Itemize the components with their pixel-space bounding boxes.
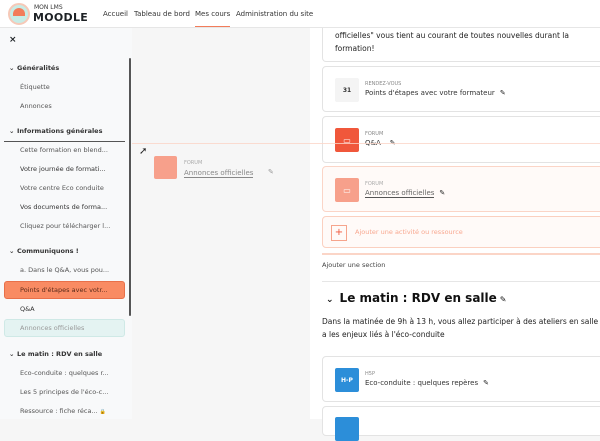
lock-icon: 🔒 xyxy=(99,409,106,415)
index-item-dragged[interactable]: Annonces officielles xyxy=(20,324,85,332)
h5p-icon xyxy=(335,417,359,441)
index-item[interactable]: Les 5 principes de l'éco-c... xyxy=(20,388,109,396)
chevron-down-icon: ⌄ xyxy=(9,127,15,135)
section-title: Généralités xyxy=(17,64,60,72)
logo-text-top: MON LMS xyxy=(34,4,63,11)
nav-accueil[interactable]: Accueil xyxy=(103,10,128,18)
activity-name[interactable]: Annonces officielles ✎ xyxy=(365,189,446,198)
section-generalites[interactable]: ⌄ Généralités xyxy=(9,64,59,72)
edit-pencil-icon[interactable]: ✎ xyxy=(483,379,489,387)
edit-pencil-icon[interactable]: ✎ xyxy=(499,89,506,97)
item-label: Ressource : fiche réca... xyxy=(20,407,98,415)
drop-indicator-line xyxy=(4,141,125,142)
close-drawer-button[interactable]: × xyxy=(9,35,17,45)
forum-icon xyxy=(154,156,177,179)
index-item[interactable]: Votre journée de formati... xyxy=(20,165,106,173)
index-item[interactable]: Q&A xyxy=(20,305,35,313)
edit-pencil-icon: ✎ xyxy=(268,168,274,176)
plus-icon: + xyxy=(331,225,347,241)
activity-type: FORUM xyxy=(365,131,384,137)
activity-qa[interactable]: ▭ FORUM Q&A✎ xyxy=(322,116,600,163)
forum-icon: ▭ xyxy=(335,178,359,202)
chevron-down-icon: ⌄ xyxy=(9,64,15,72)
edit-pencil-icon[interactable]: ✎ xyxy=(439,189,446,197)
calendar-icon: 31 xyxy=(335,78,359,102)
activity-card-next[interactable] xyxy=(322,406,600,441)
course-index-drawer: × ⌄ Généralités Étiquette Annonces ⌄ Infor… xyxy=(0,28,132,419)
activity-rendezvous[interactable]: 31 RENDEZ-VOUS Points d'étapes avec votr… xyxy=(322,66,600,112)
activity-type: FORUM xyxy=(365,181,384,187)
index-item[interactable]: Ressource : fiche réca... 🔒 xyxy=(20,407,106,415)
add-activity-button[interactable]: + Ajouter une activité ou ressource xyxy=(322,216,600,248)
chevron-down-icon: ⌄ xyxy=(9,350,15,358)
dragged-item-highlight xyxy=(4,319,125,337)
index-item[interactable]: Cette formation en blend... xyxy=(20,146,108,154)
nav-mes-cours[interactable]: Mes cours xyxy=(195,10,231,27)
chevron-down-icon[interactable]: ⌄ xyxy=(326,295,334,305)
ghost-name: Annonces officielles xyxy=(184,169,254,178)
index-item[interactable]: Vos documents de forma... xyxy=(20,203,108,211)
activity-type: RENDEZ-VOUS xyxy=(365,81,402,87)
activity-name-text: Points d'étapes avec votre formateur xyxy=(365,89,495,97)
divider xyxy=(322,281,600,282)
activity-annonces-dragging[interactable]: ▭ FORUM Annonces officielles ✎ xyxy=(322,166,600,212)
mouse-cursor-icon: ➚ xyxy=(139,146,148,157)
ghost-type: FORUM xyxy=(184,160,203,166)
current-item-highlight xyxy=(4,281,125,299)
section-description: Dans la matinée de 9h à 13 h, vous allez… xyxy=(322,317,599,339)
activity-name-text: Annonces officielles xyxy=(365,189,435,198)
section-communiquons[interactable]: ⌄ Communiquons ! xyxy=(9,247,79,255)
activity-type: H5P xyxy=(365,371,375,377)
index-item[interactable]: Votre centre Eco conduite xyxy=(20,184,104,192)
edit-pencil-icon[interactable]: ✎ xyxy=(499,295,507,304)
section-heading: ⌄ Le matin : RDV en salle ✎ xyxy=(326,291,507,305)
forum-icon: ▭ xyxy=(335,128,359,152)
section-title: Le matin : RDV en salle xyxy=(17,350,103,358)
activity-name[interactable]: Eco-conduite : quelques repères ✎ xyxy=(365,379,489,387)
index-item[interactable]: Eco-conduite : quelques r... xyxy=(20,369,109,377)
section-le-matin[interactable]: ⌄ Le matin : RDV en salle xyxy=(9,350,102,358)
nav-tableau-de-bord[interactable]: Tableau de bord xyxy=(134,10,190,18)
drop-target-line xyxy=(132,143,600,144)
section-title: Communiquons ! xyxy=(17,247,79,255)
index-item[interactable]: Cliquez pour télécharger l... xyxy=(20,222,111,230)
nav-administration[interactable]: Administration du site xyxy=(236,10,314,18)
index-item[interactable]: Annonces xyxy=(20,102,52,110)
chevron-down-icon: ⌄ xyxy=(9,247,15,255)
index-item[interactable]: Étiquette xyxy=(20,83,50,91)
section-title: Informations générales xyxy=(17,127,103,135)
top-navbar: MON LMS MOODLE Accueil Tableau de bord M… xyxy=(0,0,600,28)
drawer-scrollbar[interactable] xyxy=(129,58,131,316)
activity-name[interactable]: Points d'étapes avec votre formateur ✎ xyxy=(365,89,506,97)
add-section-link[interactable]: Ajouter une section xyxy=(322,261,386,269)
section-title: Le matin : RDV en salle xyxy=(339,291,497,305)
section-informations[interactable]: ⌄ Informations générales xyxy=(9,127,102,135)
h5p-icon: H-P xyxy=(335,368,359,392)
activity-h5p[interactable]: H-P H5P Eco-conduite : quelques repères ✎ xyxy=(322,356,600,402)
intro-text: officielles" vous tient au courant de to… xyxy=(335,31,569,53)
index-item-current[interactable]: Points d'étapes avec votr... xyxy=(20,286,108,294)
moodle-logo[interactable] xyxy=(8,3,30,25)
index-item[interactable]: a. Dans le Q&A, vous pou... xyxy=(20,266,110,274)
drag-ghost: FORUM Annonces officielles ✎ xyxy=(150,148,280,186)
logo-text-bottom: MOODLE xyxy=(33,11,89,24)
activity-name-text: Eco-conduite : quelques repères xyxy=(365,379,479,387)
section-divider xyxy=(322,253,600,255)
add-activity-label: Ajouter une activité ou ressource xyxy=(355,228,463,236)
